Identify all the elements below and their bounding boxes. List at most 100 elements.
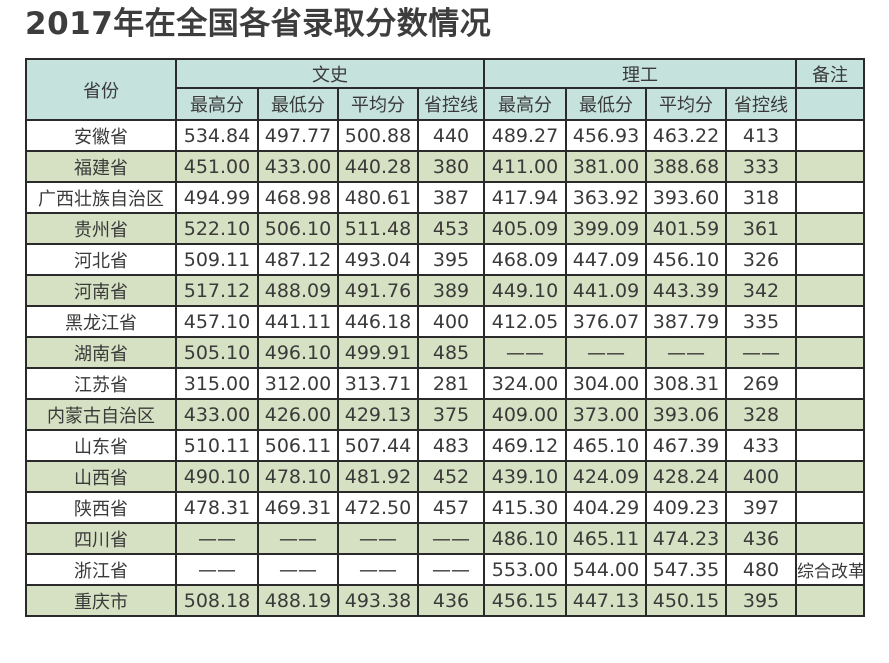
la-max-cell: 478.31 — [175, 491, 259, 525]
la-cutoff-cell: 395 — [417, 243, 485, 277]
la-max-cell: 494.99 — [175, 181, 259, 215]
province-cell: 黑龙江省 — [25, 305, 177, 339]
col-header-sci-avg: 平均分 — [645, 87, 727, 122]
remark-cell — [795, 212, 865, 246]
sci-max-cell: 409.00 — [483, 398, 567, 432]
sci-min-cell: 381.00 — [565, 150, 647, 184]
province-cell: 广西壮族自治区 — [25, 181, 177, 215]
la-cutoff-cell: 440 — [417, 119, 485, 153]
table-row: 广西壮族自治区 494.99 468.98 480.61 387 417.94 … — [25, 181, 865, 215]
sci-min-cell: 304.00 — [565, 367, 647, 401]
col-header-remark: 备注 — [795, 58, 865, 90]
la-min-cell: 441.11 — [257, 305, 339, 339]
sci-max-cell: —— — [483, 336, 567, 370]
sci-avg-cell: 308.31 — [645, 367, 727, 401]
la-avg-cell: 429.13 — [337, 398, 419, 432]
la-max-cell: —— — [175, 553, 259, 587]
table-row: 内蒙古自治区 433.00 426.00 429.13 375 409.00 3… — [25, 398, 865, 432]
sci-max-cell: 439.10 — [483, 460, 567, 494]
sci-cutoff-cell: 361 — [725, 212, 797, 246]
remark-cell — [795, 367, 865, 401]
la-avg-cell: 472.50 — [337, 491, 419, 525]
la-cutoff-cell: —— — [417, 553, 485, 587]
la-avg-cell: 500.88 — [337, 119, 419, 153]
la-min-cell: 426.00 — [257, 398, 339, 432]
sci-min-cell: 447.13 — [565, 584, 647, 618]
sci-max-cell: 486.10 — [483, 522, 567, 556]
sci-avg-cell: 428.24 — [645, 460, 727, 494]
sci-min-cell: —— — [565, 336, 647, 370]
la-avg-cell: 480.61 — [337, 181, 419, 215]
la-avg-cell: 493.04 — [337, 243, 419, 277]
la-max-cell: 457.10 — [175, 305, 259, 339]
la-avg-cell: 511.48 — [337, 212, 419, 246]
sci-max-cell: 324.00 — [483, 367, 567, 401]
sci-min-cell: 373.00 — [565, 398, 647, 432]
la-min-cell: 497.77 — [257, 119, 339, 153]
table-row: 陕西省 478.31 469.31 472.50 457 415.30 404.… — [25, 491, 865, 525]
sci-min-cell: 376.07 — [565, 305, 647, 339]
sci-min-cell: 465.11 — [565, 522, 647, 556]
table-row: 山东省 510.11 506.11 507.44 483 469.12 465.… — [25, 429, 865, 463]
sci-max-cell: 469.12 — [483, 429, 567, 463]
sci-cutoff-cell: —— — [725, 336, 797, 370]
la-min-cell: —— — [257, 553, 339, 587]
table-row: 贵州省 522.10 506.10 511.48 453 405.09 399.… — [25, 212, 865, 246]
remark-cell: 综合改革 — [795, 553, 865, 587]
la-cutoff-cell: 485 — [417, 336, 485, 370]
province-cell: 安徽省 — [25, 119, 177, 153]
group-header-science: 理工 — [483, 58, 797, 90]
sci-min-cell: 544.00 — [565, 553, 647, 587]
sci-cutoff-cell: 326 — [725, 243, 797, 277]
sci-min-cell: 465.10 — [565, 429, 647, 463]
province-cell: 山西省 — [25, 460, 177, 494]
la-min-cell: 488.09 — [257, 274, 339, 308]
sci-avg-cell: 393.06 — [645, 398, 727, 432]
la-cutoff-cell: 380 — [417, 150, 485, 184]
sci-cutoff-cell: 335 — [725, 305, 797, 339]
la-min-cell: 433.00 — [257, 150, 339, 184]
la-max-cell: 508.18 — [175, 584, 259, 618]
sci-min-cell: 441.09 — [565, 274, 647, 308]
la-max-cell: 490.10 — [175, 460, 259, 494]
table-row: 四川省 —— —— —— —— 486.10 465.11 474.23 436 — [25, 522, 865, 556]
sci-cutoff-cell: 433 — [725, 429, 797, 463]
page-title: 2017年在全国各省录取分数情况 — [25, 6, 492, 42]
remark-cell — [795, 460, 865, 494]
remark-cell — [795, 336, 865, 370]
table-row: 河北省 509.11 487.12 493.04 395 468.09 447.… — [25, 243, 865, 277]
group-header-row: 省份 文史 理工 备注 — [25, 58, 865, 122]
sci-avg-cell: 450.15 — [645, 584, 727, 618]
sci-min-cell: 363.92 — [565, 181, 647, 215]
la-cutoff-cell: 453 — [417, 212, 485, 246]
remark-cell — [795, 522, 865, 556]
sci-max-cell: 489.27 — [483, 119, 567, 153]
col-header-sci-min: 最低分 — [565, 87, 647, 122]
remark-cell — [795, 398, 865, 432]
la-max-cell: 534.84 — [175, 119, 259, 153]
table-body: 安徽省 534.84 497.77 500.88 440 489.27 456.… — [25, 119, 865, 618]
col-header-la-min: 最低分 — [257, 87, 339, 122]
table-row: 湖南省 505.10 496.10 499.91 485 —— —— —— —— — [25, 336, 865, 370]
sci-avg-cell: 463.22 — [645, 119, 727, 153]
la-min-cell: 506.11 — [257, 429, 339, 463]
la-max-cell: 509.11 — [175, 243, 259, 277]
la-max-cell: —— — [175, 522, 259, 556]
sci-cutoff-cell: 480 — [725, 553, 797, 587]
sci-avg-cell: 388.68 — [645, 150, 727, 184]
la-cutoff-cell: —— — [417, 522, 485, 556]
sci-cutoff-cell: 318 — [725, 181, 797, 215]
sci-avg-cell: 401.59 — [645, 212, 727, 246]
col-header-sci-cutoff: 省控线 — [725, 87, 797, 122]
remark-cell — [795, 181, 865, 215]
sci-cutoff-cell: 342 — [725, 274, 797, 308]
la-max-cell: 315.00 — [175, 367, 259, 401]
table-header: 省份 文史 理工 备注 最高分 最低分 平均分 省控线 最高分 最低分 平均分 … — [25, 58, 865, 122]
la-cutoff-cell: 375 — [417, 398, 485, 432]
sci-max-cell: 405.09 — [483, 212, 567, 246]
sci-min-cell: 404.29 — [565, 491, 647, 525]
table-row: 江苏省 315.00 312.00 313.71 281 324.00 304.… — [25, 367, 865, 401]
sci-avg-cell: 409.23 — [645, 491, 727, 525]
province-cell: 山东省 — [25, 429, 177, 463]
sci-avg-cell: 456.10 — [645, 243, 727, 277]
